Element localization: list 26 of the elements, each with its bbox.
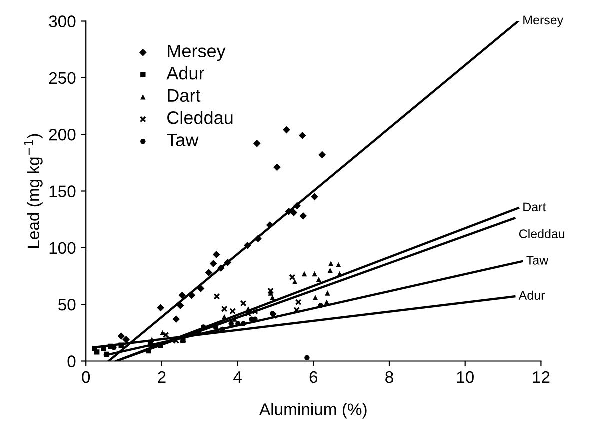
- x-tick-label: 8: [386, 371, 394, 384]
- series-label: Cleddau: [519, 229, 565, 238]
- legend-label: Adur: [166, 66, 204, 80]
- x-tick-label: 10: [457, 371, 474, 384]
- x-axis-title: Aluminium (%): [260, 403, 367, 419]
- legend-label: Mersey: [168, 44, 226, 62]
- series-label: Taw: [526, 256, 549, 265]
- y-tick-label: 0: [68, 356, 76, 368]
- series-label: Mersey: [524, 16, 564, 28]
- series-label: Adur: [518, 290, 546, 300]
- x-tick-label: 2: [158, 371, 166, 384]
- x-tick-label: 0: [82, 371, 90, 384]
- legend-label: Taw: [167, 134, 199, 147]
- legend-label: Dart: [168, 89, 201, 102]
- y-tick-label: 250: [49, 72, 76, 84]
- y-tick-label: 100: [50, 242, 76, 254]
- x-tick-label: 6: [310, 371, 318, 384]
- y-tick-label: 300: [49, 16, 76, 28]
- x-tick-label: 4: [234, 372, 242, 384]
- y-tick-label: 200: [49, 128, 76, 141]
- series-label: Dart: [524, 202, 546, 212]
- y-axis-title: Lead (mg kg$^{−1}$): [24, 134, 43, 248]
- x-tick-label: 12: [533, 371, 550, 384]
- y-tick-label: 50: [58, 298, 76, 311]
- y-tick-label: 150: [50, 186, 76, 198]
- legend-label: Cleddau: [168, 111, 233, 124]
